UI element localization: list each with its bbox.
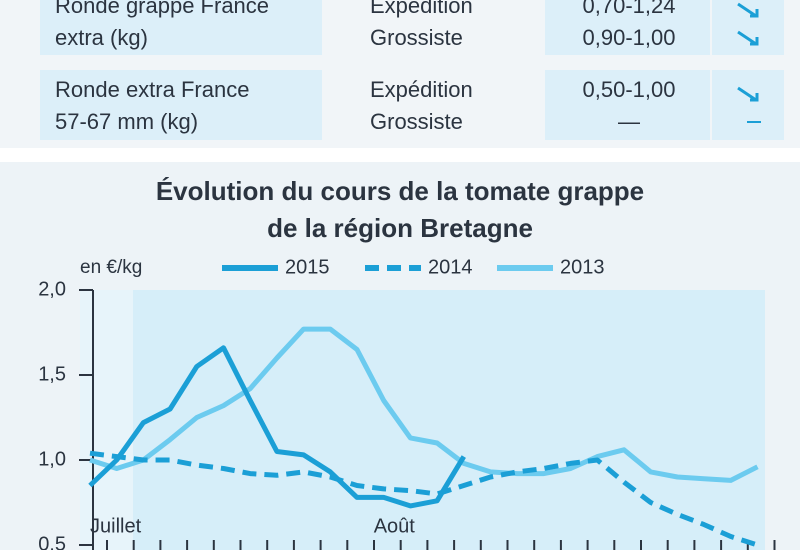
row-band (712, 70, 784, 140)
table-cell: Grossiste (370, 109, 463, 134)
row-band (40, 0, 322, 55)
table-cell: Ronde extra France (55, 77, 250, 102)
row-band (545, 70, 710, 140)
table-cell: Expédition (370, 0, 473, 18)
series-line (89, 326, 759, 483)
y-tick-label: 1,5 (38, 363, 66, 385)
y-tick-label: 2,0 (38, 278, 66, 300)
row-band (545, 0, 710, 55)
chart-title: Évolution du cours de la tomate grappe (156, 176, 644, 206)
table-cell: Expédition (370, 77, 473, 102)
trend-down (737, 2, 759, 18)
table-cell: 0,70-1,24 (582, 0, 676, 18)
series-line (88, 345, 466, 509)
x-tick-label: Août (374, 515, 416, 537)
y-axis-label: en €/kg (80, 257, 142, 278)
table-cell: extra (kg) (55, 25, 148, 50)
chart-title: de la région Bretagne (267, 213, 533, 243)
row-band (40, 70, 322, 140)
legend-label: 2013 (560, 256, 605, 278)
table-cell: — (618, 109, 640, 134)
trend-down (737, 30, 759, 46)
x-tick-label: Juillet (90, 515, 142, 537)
plot-area (80, 290, 765, 550)
y-tick-label: 0,5 (38, 533, 66, 550)
table-cell: 57-67 mm (kg) (55, 109, 199, 134)
table-cell: 0,90-1,00 (582, 25, 676, 50)
trend-icons (737, 2, 761, 123)
table-cell: 0,50-1,00 (582, 77, 676, 102)
plot-band (80, 290, 133, 550)
legend-label: 2014 (428, 256, 473, 278)
trend-down (737, 86, 759, 102)
y-tick-label: 1,0 (38, 448, 66, 470)
table-cell: Grossiste (370, 25, 463, 50)
table-cell: Ronde grappe France (55, 0, 270, 18)
series-line (89, 450, 759, 548)
legend-label: 2015 (285, 256, 330, 278)
